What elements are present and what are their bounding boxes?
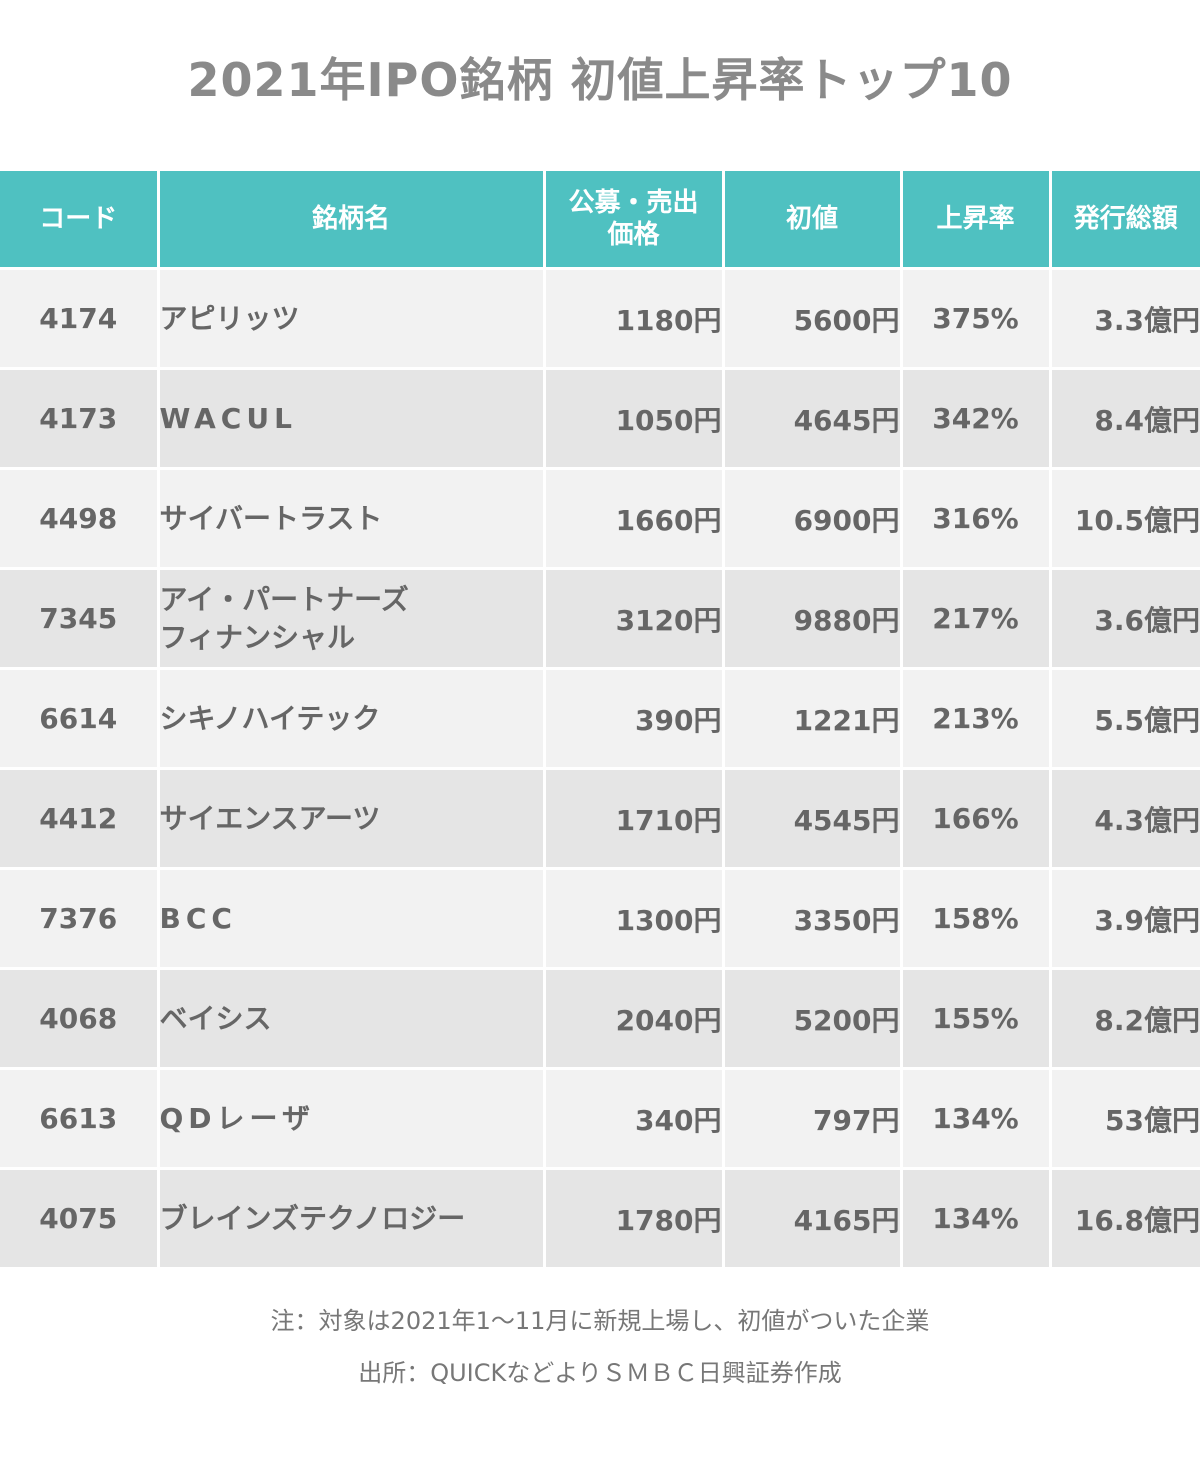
table-row: 4498 サイバートラスト 1660円 6900円 316% 10.5億円 bbox=[0, 467, 1200, 570]
cell-first-price: 5200円 bbox=[721, 967, 903, 1070]
cell-name-line1: WACUL bbox=[159, 401, 297, 435]
cell-code: 4174 bbox=[0, 267, 160, 370]
cell-rise-rate: 342% bbox=[899, 367, 1052, 470]
cell-offer-price: 340円 bbox=[542, 1067, 725, 1170]
cell-offer-price: 1780円 bbox=[542, 1167, 725, 1270]
header-code: コード bbox=[0, 168, 160, 270]
header-total-issue: 発行総額 bbox=[1048, 168, 1200, 270]
cell-code: 4173 bbox=[0, 367, 160, 470]
cell-code: 6614 bbox=[0, 667, 160, 770]
table-row: 4173 WACUL 1050円 4645円 342% 8.4億円 bbox=[0, 367, 1200, 470]
cell-name-line1: サイエンスアーツ bbox=[159, 801, 381, 835]
cell-rise-rate: 155% bbox=[899, 967, 1052, 1070]
cell-code: 7345 bbox=[0, 567, 160, 670]
header-offer-price: 公募・売出 価格 bbox=[542, 168, 725, 270]
cell-rise-rate: 166% bbox=[899, 767, 1052, 870]
cell-rise-rate: 375% bbox=[899, 267, 1052, 370]
cell-total-issue: 3.9億円 bbox=[1048, 867, 1200, 970]
cell-name: ベイシス bbox=[156, 967, 546, 1070]
cell-name: サイエンスアーツ bbox=[156, 767, 546, 870]
cell-code: 4498 bbox=[0, 467, 160, 570]
cell-code: 7376 bbox=[0, 867, 160, 970]
cell-first-price: 4645円 bbox=[721, 367, 903, 470]
cell-name: WACUL bbox=[156, 367, 546, 470]
cell-offer-price: 1300円 bbox=[542, 867, 725, 970]
cell-first-price: 797円 bbox=[721, 1067, 903, 1170]
cell-first-price: 4165円 bbox=[721, 1167, 903, 1270]
cell-total-issue: 3.3億円 bbox=[1048, 267, 1200, 370]
cell-total-issue: 16.8億円 bbox=[1048, 1167, 1200, 1270]
header-rise-rate: 上昇率 bbox=[899, 168, 1052, 270]
ipo-table: コード 銘柄名 公募・売出 価格 初値 上昇率 発行総額 4174 アピリッツ 118… bbox=[0, 168, 1200, 1270]
cell-name: アピリッツ bbox=[156, 267, 546, 370]
cell-name-line1: ベイシス bbox=[159, 1001, 272, 1035]
header-name: 銘柄名 bbox=[156, 168, 546, 270]
cell-code: 4412 bbox=[0, 767, 160, 870]
cell-offer-price: 1180円 bbox=[542, 267, 725, 370]
cell-first-price: 6900円 bbox=[721, 467, 903, 570]
cell-total-issue: 53億円 bbox=[1048, 1067, 1200, 1170]
cell-rise-rate: 158% bbox=[899, 867, 1052, 970]
note-text: 注：対象は2021年1〜11月に新規上場し、初値がついた企業 bbox=[270, 1307, 930, 1335]
table-row: 4174 アピリッツ 1180円 5600円 375% 3.3億円 bbox=[0, 267, 1200, 370]
cell-name-line1: BCC bbox=[159, 901, 237, 935]
cell-name-line2: フィナンシャル bbox=[159, 620, 355, 654]
cell-code: 6613 bbox=[0, 1067, 160, 1170]
cell-name-line1: サイバートラスト bbox=[159, 501, 383, 535]
cell-rise-rate: 213% bbox=[899, 667, 1052, 770]
table-row: 4412 サイエンスアーツ 1710円 4545円 166% 4.3億円 bbox=[0, 767, 1200, 870]
cell-offer-price: 1660円 bbox=[542, 467, 725, 570]
cell-rise-rate: 134% bbox=[899, 1167, 1052, 1270]
header-offer-price-line2: 価格 bbox=[607, 220, 660, 250]
cell-name-line1: アピリッツ bbox=[159, 301, 300, 335]
cell-first-price: 9880円 bbox=[721, 567, 903, 670]
notes: 注：対象は2021年1〜11月に新規上場し、初値がついた企業 出所：QUICKな… bbox=[0, 1295, 1200, 1399]
cell-offer-price: 1050円 bbox=[542, 367, 725, 470]
cell-name: BCC bbox=[156, 867, 546, 970]
header-offer-price-line1: 公募・売出 bbox=[568, 188, 699, 218]
cell-name: QDレーザ bbox=[156, 1067, 546, 1170]
cell-total-issue: 10.5億円 bbox=[1048, 467, 1200, 570]
cell-name: アイ・パートナーズ フィナンシャル bbox=[156, 567, 546, 670]
cell-name: シキノハイテック bbox=[156, 667, 546, 770]
cell-code: 4075 bbox=[0, 1167, 160, 1270]
cell-first-price: 3350円 bbox=[721, 867, 903, 970]
cell-name-line1: ブレインズテクノロジー bbox=[159, 1201, 466, 1235]
source-text: 出所：QUICKなどよりＳＭＢＣ日興証券作成 bbox=[358, 1359, 842, 1387]
table-row: 7345 アイ・パートナーズ フィナンシャル 3120円 9880円 217% 3.6億円 bbox=[0, 567, 1200, 670]
cell-first-price: 1221円 bbox=[721, 667, 903, 770]
cell-name-line1: シキノハイテック bbox=[159, 701, 381, 735]
cell-offer-price: 1710円 bbox=[542, 767, 725, 870]
cell-code: 4068 bbox=[0, 967, 160, 1070]
cell-rise-rate: 316% bbox=[899, 467, 1052, 570]
cell-first-price: 4545円 bbox=[721, 767, 903, 870]
cell-first-price: 5600円 bbox=[721, 267, 903, 370]
cell-total-issue: 8.2億円 bbox=[1048, 967, 1200, 1070]
cell-offer-price: 3120円 bbox=[542, 567, 725, 670]
cell-name: サイバートラスト bbox=[156, 467, 546, 570]
cell-total-issue: 5.5億円 bbox=[1048, 667, 1200, 770]
table-row: 4068 ベイシス 2040円 5200円 155% 8.2億円 bbox=[0, 967, 1200, 1070]
cell-rise-rate: 134% bbox=[899, 1067, 1052, 1170]
cell-total-issue: 3.6億円 bbox=[1048, 567, 1200, 670]
cell-name-line1: QDレーザ bbox=[159, 1101, 315, 1135]
header-first-price: 初値 bbox=[721, 168, 903, 270]
cell-rise-rate: 217% bbox=[899, 567, 1052, 670]
cell-name: ブレインズテクノロジー bbox=[156, 1167, 546, 1270]
table-row: 7376 BCC 1300円 3350円 158% 3.9億円 bbox=[0, 867, 1200, 970]
table-header-row: コード 銘柄名 公募・売出 価格 初値 上昇率 発行総額 bbox=[0, 168, 1200, 270]
cell-offer-price: 2040円 bbox=[542, 967, 725, 1070]
table-row: 6613 QDレーザ 340円 797円 134% 53億円 bbox=[0, 1067, 1200, 1170]
page-title: 2021年IPO銘柄 初値上昇率トップ10 bbox=[187, 53, 1013, 107]
cell-offer-price: 390円 bbox=[542, 667, 725, 770]
cell-total-issue: 8.4億円 bbox=[1048, 367, 1200, 470]
cell-total-issue: 4.3億円 bbox=[1048, 767, 1200, 870]
table-row: 4075 ブレインズテクノロジー 1780円 4165円 134% 16.8億円 bbox=[0, 1167, 1200, 1270]
table-row: 6614 シキノハイテック 390円 1221円 213% 5.5億円 bbox=[0, 667, 1200, 770]
cell-name-line1: アイ・パートナーズ bbox=[159, 582, 409, 616]
